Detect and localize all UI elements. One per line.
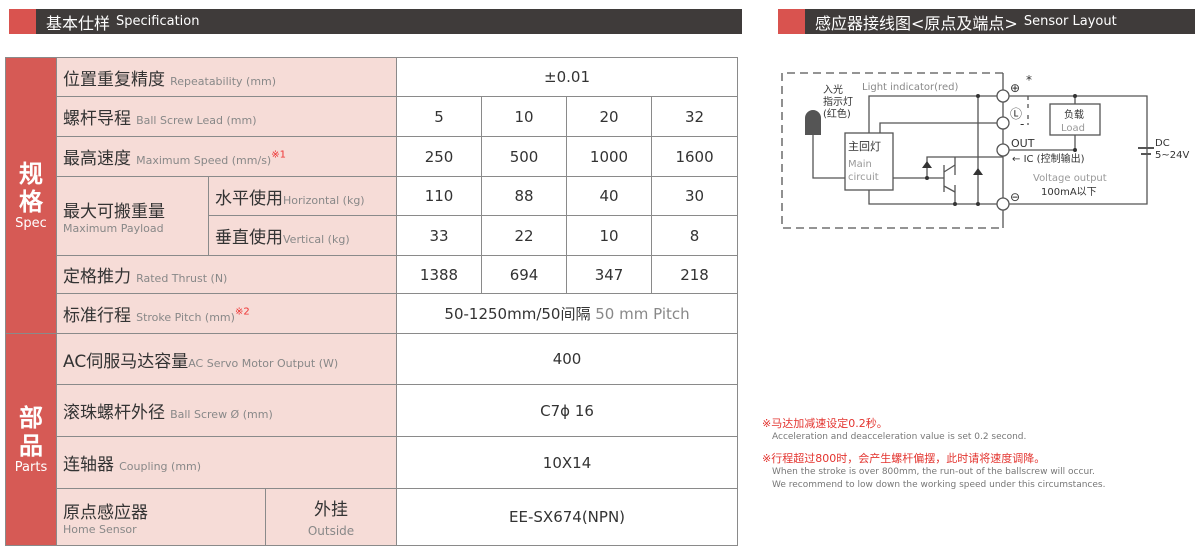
thrust-value: 694 [481,255,568,294]
horizontal-value: 88 [481,176,568,216]
motor-value: 400 [396,333,739,385]
terminal-minus [996,197,1010,211]
screw-value: C7ϕ 16 [396,384,739,437]
svg-text:入光: 入光 [823,83,843,96]
speed-value: 250 [396,136,483,177]
table-row: 规格 Spec 位置重复精度 Repeatability (mm) ±0.01 [5,57,739,334]
svg-text:circuit: circuit [848,172,879,183]
table-row: 垂直使用Vertical (kg) 33 22 10 8 [6,215,739,256]
sensor-title-en: Sensor Layout [1023,14,1117,29]
vertical-value: 8 [651,215,739,256]
lead-value: 5 [396,96,483,137]
lead-value: 32 [651,96,739,137]
terminal-plus [996,89,1010,103]
header-accent [778,9,805,34]
repeatability-label: 位置重复精度 Repeatability (mm) [55,57,398,97]
horizontal-value: 40 [566,176,653,216]
home-sensor-value: EE-SX674(NPN) [396,488,739,546]
led-icon [805,110,821,135]
svg-text:Voltage output: Voltage output [1033,173,1107,184]
screw-label: 滚珠螺杆外径 Ball Screw Ø (mm) [55,384,398,437]
note-1: ※马达加减速设定0.2秒。 [762,417,888,430]
svg-text:⊖: ⊖ [1010,190,1020,204]
mount-type: 外挂 Outside [264,488,398,546]
vertical-value: 22 [481,215,568,256]
spec-title: 基本仕样 [46,13,111,33]
table-row: 最高速度 Maximum Speed (mm/s)※1 250 500 1000 16… [6,136,739,177]
spec-group: 规格 Spec [5,57,57,334]
note-2-en: When the stroke is over 800mm, the run-o… [772,467,1095,477]
svg-text:5~24V: 5~24V [1155,150,1189,161]
spec-title-en: Specification [116,14,200,29]
stroke-value: 50-1250mm/50间隔 50 mm Pitch [396,293,739,334]
speed-label: 最高速度 Maximum Speed (mm/s)※1 [55,136,398,177]
horizontal-label: 水平使用Horizontal (kg) [207,176,398,216]
svg-text:*: * [1026,73,1032,87]
svg-text:← IC (控制输出): ← IC (控制输出) [1012,152,1085,165]
terminal-l [996,116,1010,130]
spec-header: 基本仕样 Specification [9,9,742,34]
svg-text:DC: DC [1155,138,1170,149]
svg-text:100mA以下: 100mA以下 [1041,187,1097,198]
vertical-value: 10 [566,215,653,256]
terminal-out [996,143,1010,157]
note-2-en: We recommend to low down the working spe… [772,480,1106,490]
home-sensor-label: 原点感应器 Home Sensor [56,488,266,546]
table-row: 连轴器 Coupling (mm) 10X14 [6,436,739,489]
repeatability-value: ±0.01 [396,57,739,97]
thrust-value: 1388 [396,255,483,294]
lead-label: 螺杆导程 Ball Screw Lead (mm) [55,96,398,137]
table-row: 原点感应器 Home Sensor 外挂 Outside EE-SX674(NPN) [6,488,739,546]
svg-text:-: - [1020,117,1024,131]
spec-table: 规格 Spec 位置重复精度 Repeatability (mm) ±0.01 螺… [5,57,739,546]
note-2: ※行程超过800时，会产生螺杆偏摆，此时请将速度调降。 [762,452,1046,465]
vertical-label: 垂直使用Vertical (kg) [207,215,398,256]
horizontal-value: 30 [651,176,739,216]
thrust-label: 定格推力 Rated Thrust (N) [55,255,398,294]
svg-text:⊕: ⊕ [1010,81,1020,95]
parts-group: 部品 Parts [5,333,57,546]
svg-text:负载: 负载 [1064,108,1084,121]
lead-value: 10 [481,96,568,137]
table-row: 螺杆导程 Ball Screw Lead (mm) 5 10 20 32 [6,96,739,137]
note-1-en: Acceleration and deacceleration value is… [772,432,1027,442]
notes: ※马达加减速设定0.2秒。 Acceleration and deacceler… [762,413,1105,492]
table-row: 最大可搬重量 Maximum Payload 水平使用Horizontal (kg… [6,176,739,256]
svg-text:OUT: OUT [1011,137,1035,150]
svg-text:指示灯: 指示灯 [823,95,853,108]
payload-label: 最大可搬重量 Maximum Payload [56,176,209,256]
sensor-title: 感应器接线图<原点及端点> [815,13,1018,33]
svg-text:Main: Main [848,159,872,170]
svg-text:Load: Load [1061,123,1085,134]
speed-value: 1600 [651,136,739,177]
table-row: 定格推力 Rated Thrust (N) 1388 694 347 218 [6,255,739,294]
coupling-value: 10X14 [396,436,739,489]
sensor-header: 感应器接线图<原点及端点> Sensor Layout [778,9,1195,34]
light-indicator-label: Light indicator(red) [862,82,958,93]
lead-value: 20 [566,96,653,137]
sensor-boundary [781,72,1003,229]
vertical-value: 33 [396,215,483,256]
table-row: 滚珠螺杆外径 Ball Screw Ø (mm) C7ϕ 16 [6,384,739,437]
table-row: 标准行程 Stroke Pitch (mm)※2 50-1250mm/50间隔 … [6,293,739,334]
stroke-label: 标准行程 Stroke Pitch (mm)※2 [55,293,398,334]
svg-text:Ⓛ: Ⓛ [1010,107,1022,121]
header-accent [9,9,36,34]
thrust-value: 218 [651,255,739,294]
svg-text:(红色): (红色) [823,107,851,120]
svg-text:主回灯: 主回灯 [848,140,881,153]
coupling-label: 连轴器 Coupling (mm) [55,436,398,489]
